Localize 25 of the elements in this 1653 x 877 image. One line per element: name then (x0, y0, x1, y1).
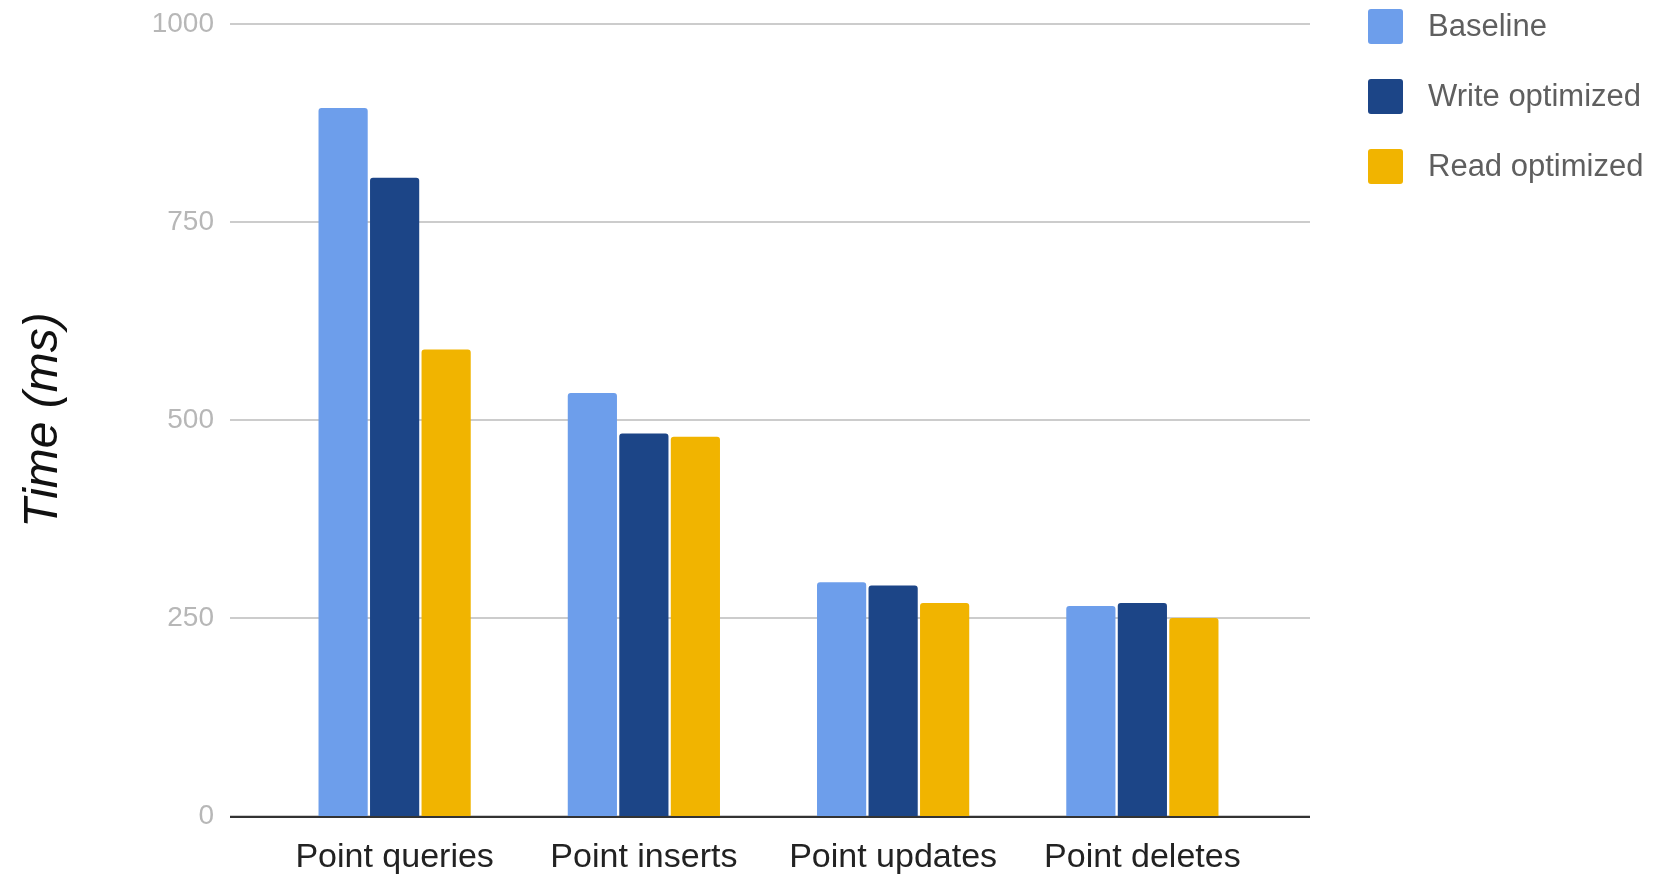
x-tick-label: Point queries (295, 835, 494, 874)
legend-label: Read optimized (1428, 148, 1644, 184)
bar (1066, 606, 1116, 816)
y-tick-label: 250 (167, 600, 214, 632)
bar (421, 349, 471, 816)
y-tick-label: 500 (167, 402, 214, 434)
x-tick-label: Point updates (789, 835, 998, 874)
y-tick-label: 0 (198, 798, 214, 830)
legend-label: Write optimized (1428, 78, 1642, 114)
y-tick-label: 1000 (151, 6, 214, 38)
bar (920, 602, 970, 816)
bar (619, 433, 669, 816)
x-tick-label: Point inserts (550, 835, 738, 874)
x-tick-label: Point deletes (1044, 835, 1241, 874)
bar (1117, 602, 1167, 816)
y-tick-label: 750 (167, 204, 214, 236)
bar (1169, 618, 1219, 816)
bar (370, 177, 420, 816)
bar (868, 585, 918, 816)
bar (318, 107, 368, 816)
bar (567, 393, 617, 816)
y-axis-title: Time (ms) (14, 312, 68, 528)
bar (670, 436, 720, 816)
legend-label: Baseline (1428, 8, 1547, 44)
bar (817, 582, 867, 816)
